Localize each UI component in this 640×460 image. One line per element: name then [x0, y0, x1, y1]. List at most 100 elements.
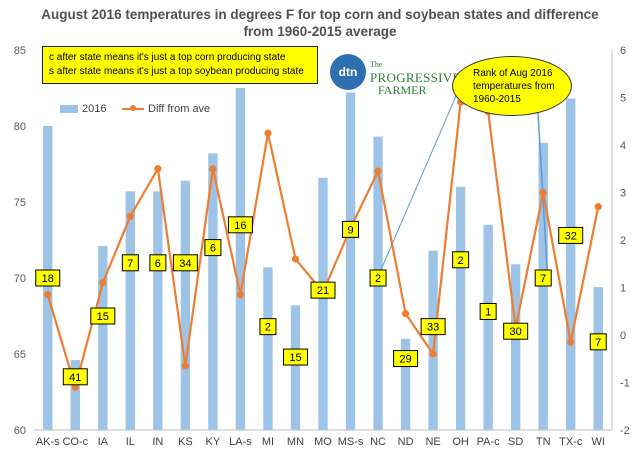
rank-label: 7 — [595, 337, 601, 349]
diff-point — [181, 362, 189, 370]
x-tick-label: AK-s — [36, 436, 60, 448]
x-tick-label: PA-c — [477, 436, 501, 448]
rank-label-box — [503, 322, 529, 340]
rank-label: 18 — [42, 273, 54, 285]
rank-label: 29 — [399, 354, 411, 366]
x-tick-label: LA-s — [229, 436, 252, 448]
rank-label-box — [558, 226, 584, 244]
bar-2016 — [235, 88, 246, 430]
diff-point — [594, 203, 602, 211]
rank-label-box — [420, 318, 446, 336]
bar-2016 — [593, 287, 603, 430]
diff-point — [264, 129, 272, 137]
rank-label-box — [204, 239, 222, 257]
rank-label-box — [62, 368, 88, 386]
bar-2016 — [125, 191, 136, 430]
legend-label-2016: 2016 — [82, 103, 107, 115]
x-tick-label: CO-c — [62, 436, 88, 448]
x-tick-label: IN — [152, 436, 163, 448]
y-right-tick-label: 0 — [620, 330, 626, 342]
rank-label: 2 — [458, 255, 464, 267]
diff-point — [567, 338, 575, 346]
rank-label: 34 — [179, 258, 191, 270]
bar-2016 — [483, 224, 493, 430]
bar-2016 — [318, 177, 328, 430]
rank-label-box — [35, 269, 61, 287]
rank-label: 2 — [375, 273, 381, 285]
diff-point — [236, 291, 245, 299]
bar-2016 — [290, 305, 301, 430]
rank-label: 30 — [510, 326, 522, 338]
rank-label-box — [342, 220, 360, 238]
x-tick-label: OH — [452, 436, 469, 448]
y-right-tick-label: -1 — [620, 378, 630, 390]
note-soybean: s after state means it's just a top soyb… — [49, 66, 304, 77]
diff-point — [429, 350, 437, 358]
rank-label-box — [369, 269, 387, 287]
bar-2016 — [153, 191, 163, 430]
diff-point — [291, 255, 300, 263]
y-right-tick-label: 5 — [620, 93, 626, 105]
rank-label-box — [282, 348, 308, 366]
rank-label: 16 — [234, 220, 246, 232]
rank-callout: Rank of Aug 2016 temperatures from 1960-… — [452, 56, 572, 116]
rank-label: 15 — [289, 352, 301, 364]
diff-point — [44, 291, 52, 299]
rank-label: 33 — [427, 322, 439, 334]
x-tick-label: IL — [126, 436, 135, 448]
dtn-progressive-farmer-logo: dtn The PROGRESSIVE FARMER — [330, 52, 461, 97]
diff-point — [154, 165, 162, 173]
rank-label-box — [90, 307, 116, 325]
dtn-logo-icon: dtn — [330, 54, 366, 90]
bar-2016 — [263, 267, 273, 430]
rank-label-box — [172, 254, 198, 272]
x-tick-label: MS-s — [338, 436, 364, 448]
x-tick-label: WI — [592, 436, 605, 448]
y-left-tick-label: 75 — [14, 197, 26, 209]
bar-2016 — [428, 250, 438, 430]
rank-label: 6 — [210, 243, 216, 255]
diff-point — [401, 310, 410, 318]
bar-2016 — [345, 92, 356, 430]
rank-label: 1 — [485, 306, 491, 318]
chart-title: August 2016 temperatures in degrees F fo… — [41, 7, 599, 39]
y-right-tick-label: -2 — [620, 425, 630, 437]
diff-point — [539, 188, 547, 197]
rank-label: 2 — [265, 322, 271, 334]
state-note-box: c after state means it's just a top corn… — [42, 46, 318, 84]
rank-label: 9 — [347, 224, 353, 236]
rank-label-box — [479, 302, 497, 320]
diff-point — [99, 279, 107, 287]
logo-farmer: FARMER — [378, 83, 427, 97]
diff-point — [209, 165, 217, 173]
diff-point — [126, 212, 134, 220]
x-tick-label: IA — [98, 436, 109, 448]
diff-point — [71, 383, 79, 391]
rank-label: 6 — [155, 258, 161, 270]
legend-bar-swatch — [60, 105, 78, 114]
logo-the: The — [370, 60, 383, 69]
bar-2016 — [566, 98, 576, 430]
x-tick-label: MN — [287, 436, 304, 448]
rank-label: 7 — [127, 258, 133, 270]
x-tick-label: KS — [178, 436, 193, 448]
bar-2016 — [400, 338, 411, 430]
diff-point — [374, 167, 382, 175]
x-tick-label: SD — [508, 436, 523, 448]
rank-label: 21 — [317, 285, 329, 297]
bar-2016 — [208, 153, 218, 431]
rank-label-box — [534, 269, 552, 287]
rank-label: 32 — [565, 230, 577, 242]
x-tick-label: MI — [262, 436, 274, 448]
y-right-tick-label: 3 — [620, 188, 626, 200]
logo-progressive: PROGRESSIVE — [370, 70, 461, 85]
legend-line-swatch — [122, 105, 144, 112]
rank-label-box — [589, 333, 607, 351]
rank-label: 7 — [540, 273, 546, 285]
y-left-tick-label: 80 — [14, 121, 26, 133]
bar-2016 — [70, 360, 80, 430]
x-tick-label: NC — [370, 436, 386, 448]
bar-2016 — [180, 180, 191, 430]
x-tick-label: NE — [425, 436, 440, 448]
